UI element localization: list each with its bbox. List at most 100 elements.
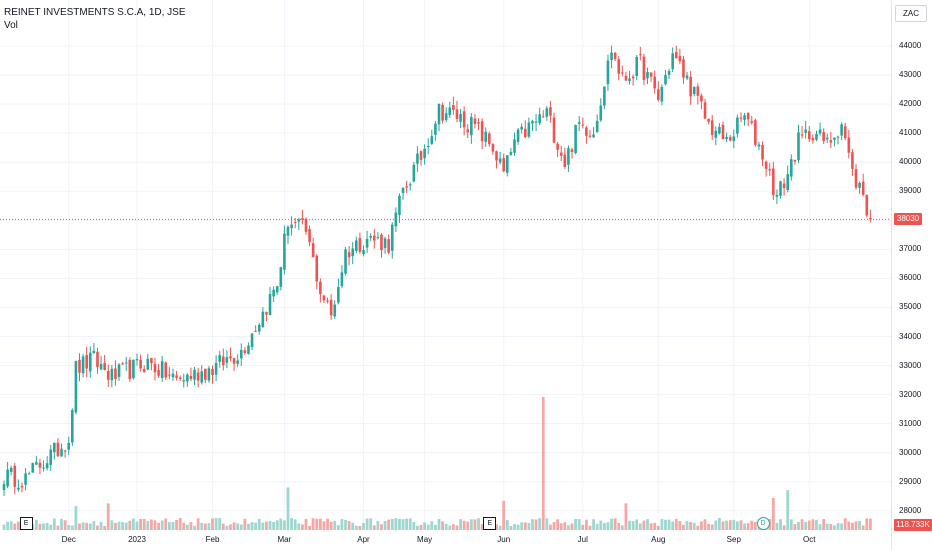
candle: [365, 238, 369, 248]
candle: [484, 131, 488, 142]
candle: [570, 149, 574, 153]
volume-bar: [469, 519, 473, 530]
volume-bar: [164, 518, 168, 530]
volume-bar: [858, 520, 862, 530]
candle: [168, 374, 171, 376]
candle: [527, 122, 531, 137]
candle: [728, 137, 732, 141]
volume-bar: [329, 521, 333, 530]
volume-bar: [387, 519, 391, 530]
candle: [595, 120, 599, 133]
candle: [761, 145, 764, 160]
candle: [646, 71, 649, 79]
volume-bar: [110, 520, 114, 530]
y-tick-label: 31000: [899, 418, 922, 428]
candle: [757, 144, 761, 147]
candle: [419, 151, 423, 160]
candle: [408, 184, 412, 186]
candle: [355, 240, 358, 251]
candle: [754, 120, 757, 145]
volume-bar: [595, 523, 599, 530]
volume-bar: [149, 519, 153, 530]
candle: [746, 112, 750, 120]
volume-bar: [308, 525, 311, 530]
candle: [556, 143, 559, 150]
candle: [491, 144, 495, 152]
volume-bar: [628, 520, 631, 530]
volume-bar: [265, 521, 268, 530]
volume-bar: [81, 522, 85, 530]
volume-bar: [354, 525, 358, 530]
candle: [462, 111, 466, 128]
candle: [577, 122, 581, 124]
volume-bar: [434, 524, 437, 530]
volume-bar: [786, 490, 790, 530]
volume-bar: [430, 521, 434, 530]
candle: [250, 333, 254, 347]
volume-bar: [243, 518, 247, 530]
volume-bar: [782, 525, 786, 530]
volume-bar: [196, 518, 200, 530]
earnings-marker[interactable]: E: [19, 517, 33, 530]
price-chart[interactable]: [0, 0, 891, 550]
candle: [768, 169, 772, 171]
volume-bar: [656, 525, 660, 530]
volume-label: Vol: [4, 20, 18, 31]
candle: [304, 218, 308, 232]
x-tick-label: Feb: [205, 535, 220, 544]
candle: [790, 159, 793, 177]
volume-bar: [771, 498, 775, 530]
candle: [106, 370, 110, 380]
candle: [621, 72, 624, 74]
volume-bar: [426, 524, 430, 530]
earnings-marker[interactable]: E: [483, 517, 497, 530]
candle: [56, 442, 60, 457]
candle: [459, 113, 462, 122]
volume-bar: [833, 525, 836, 530]
volume-bar: [304, 518, 308, 530]
volume-bar: [714, 520, 718, 530]
candle: [322, 295, 326, 301]
volume-bar: [459, 519, 462, 530]
candle: [221, 356, 225, 366]
volume-bar: [825, 523, 829, 530]
volume-bar: [549, 524, 552, 530]
dividend-marker[interactable]: D: [756, 517, 770, 530]
candle: [13, 465, 17, 487]
candle: [78, 359, 81, 373]
volume-bar: [38, 523, 42, 530]
candle: [653, 76, 656, 89]
volume-bar: [45, 522, 49, 530]
y-tick-label: 43000: [899, 70, 922, 80]
currency-button[interactable]: ZAC: [895, 5, 927, 22]
volume-bar: [225, 525, 229, 530]
candle: [290, 224, 293, 229]
candle: [455, 109, 459, 119]
candle: [71, 410, 74, 443]
candle: [470, 116, 473, 136]
volume-bar: [2, 524, 6, 530]
volume-bar: [451, 524, 455, 530]
candle: [498, 158, 502, 163]
volume-bar: [351, 522, 355, 530]
candle: [99, 364, 103, 370]
candle: [567, 148, 570, 165]
candle: [732, 136, 736, 142]
candle: [20, 486, 24, 488]
candle: [333, 304, 337, 317]
x-tick-label: May: [417, 535, 433, 544]
volume-bar: [448, 525, 452, 530]
candle: [549, 107, 552, 116]
candle: [815, 133, 818, 140]
volume-bar: [552, 522, 556, 530]
volume-bar: [290, 518, 293, 530]
candle: [592, 134, 595, 138]
volume-bar: [272, 522, 276, 530]
candle: [861, 181, 865, 195]
volume-bar: [380, 524, 383, 530]
volume-bar: [620, 525, 624, 530]
volume-bar: [247, 523, 250, 530]
candle: [480, 121, 484, 142]
volume-bar: [358, 525, 362, 530]
candle: [642, 56, 646, 81]
